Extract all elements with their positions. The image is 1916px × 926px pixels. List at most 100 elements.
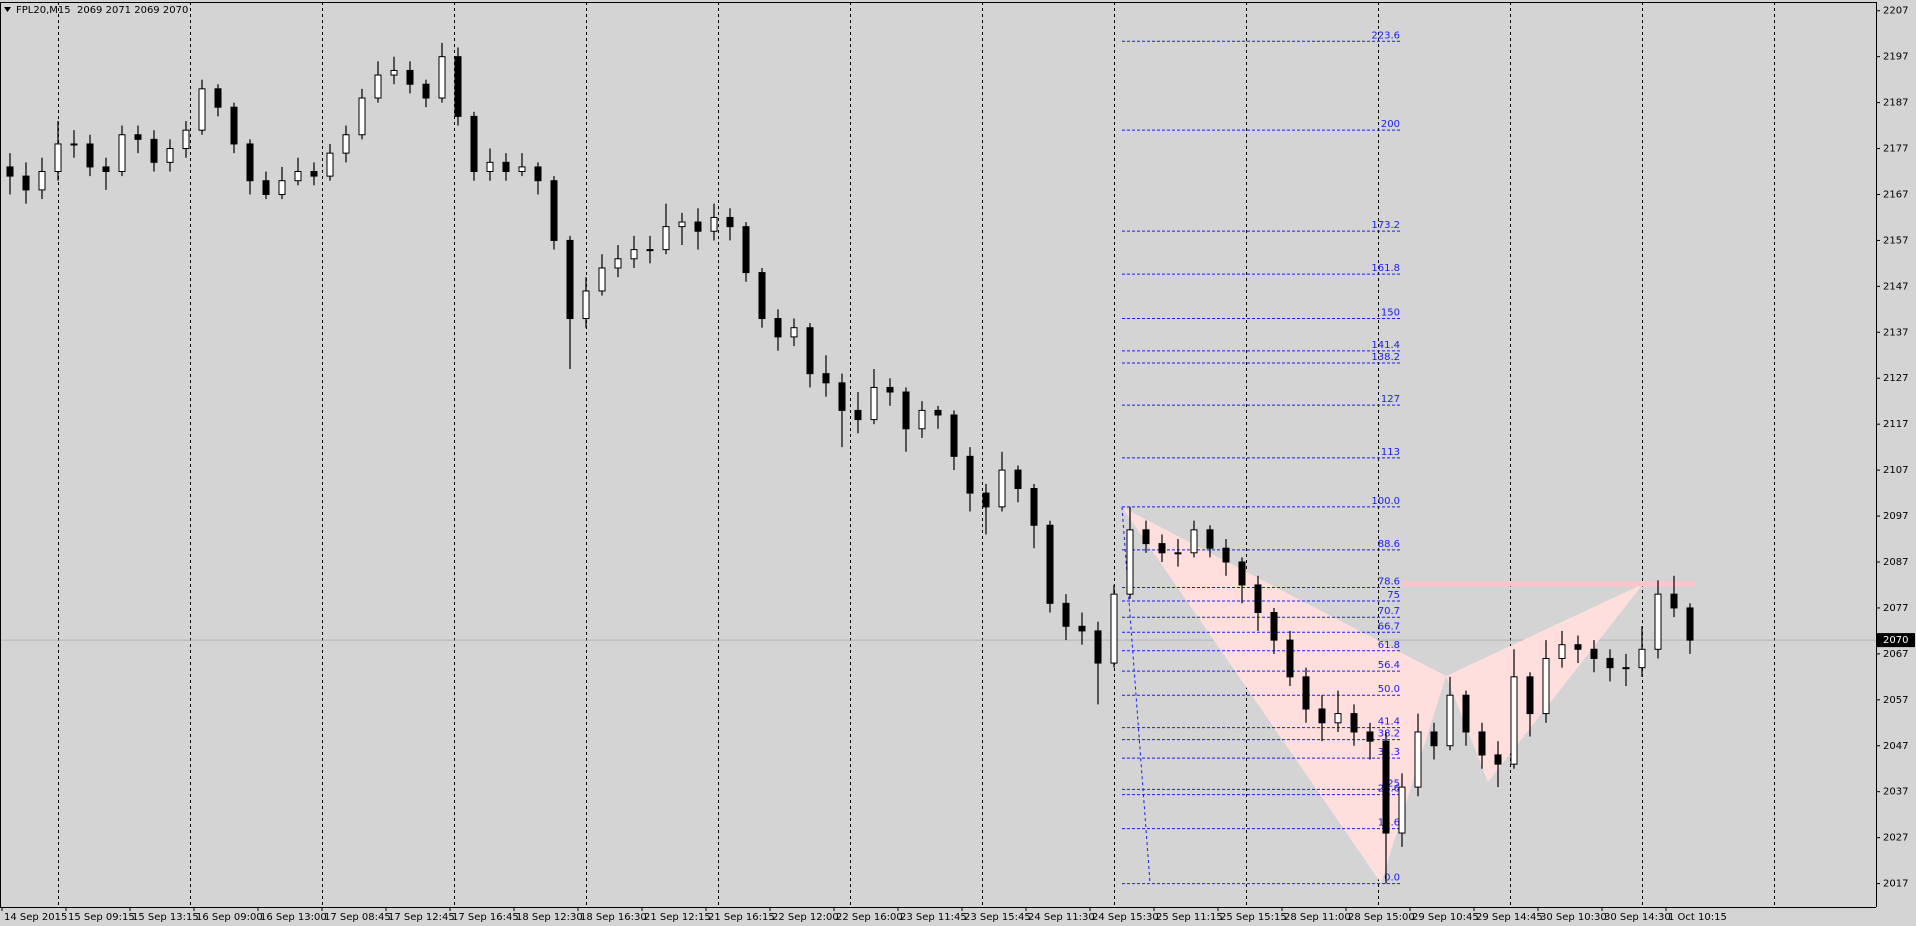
candle-body bbox=[1126, 529, 1134, 595]
candle-body bbox=[934, 409, 942, 416]
fib-level-label: 113 bbox=[1381, 447, 1400, 458]
candle-body bbox=[438, 56, 446, 99]
fib-level-label: 223.6 bbox=[1371, 30, 1400, 41]
candle-body bbox=[742, 226, 750, 274]
candle-body bbox=[1686, 607, 1694, 641]
y-tick-label: 2047 bbox=[1883, 741, 1908, 752]
candle-body bbox=[1190, 529, 1198, 554]
y-tick-label: 2037 bbox=[1883, 787, 1908, 798]
x-tick-label: 21 Sep 12:15 bbox=[644, 912, 711, 923]
candle-body bbox=[262, 180, 270, 195]
fib-level-label: 78.6 bbox=[1378, 576, 1400, 587]
x-tick-label: 25 Sep 11:15 bbox=[1156, 912, 1223, 923]
candle-body bbox=[582, 290, 590, 320]
candle-body bbox=[1222, 547, 1230, 563]
candle-body bbox=[502, 161, 510, 173]
x-tick-label: 30 Sep 14:30 bbox=[1604, 912, 1671, 923]
candle-body bbox=[166, 148, 174, 163]
candle-body bbox=[1350, 713, 1358, 733]
candle-body bbox=[902, 391, 910, 430]
candle-body bbox=[294, 171, 302, 182]
y-tick-label: 2077 bbox=[1883, 603, 1908, 614]
candle-body bbox=[1446, 694, 1454, 747]
x-tick-label: 17 Sep 08:45 bbox=[324, 912, 391, 923]
x-tick-label: 24 Sep 11:30 bbox=[1028, 912, 1095, 923]
candles bbox=[6, 42, 1694, 884]
candle-body bbox=[790, 327, 798, 338]
candle-body bbox=[518, 166, 526, 173]
candle-body bbox=[614, 258, 622, 269]
candle-body bbox=[694, 221, 702, 232]
candle-body bbox=[70, 143, 78, 146]
candle-body bbox=[1590, 648, 1598, 659]
candle-body bbox=[774, 318, 782, 338]
candle-body bbox=[38, 171, 46, 191]
y-tick-label: 2147 bbox=[1883, 281, 1908, 292]
candle-body bbox=[54, 143, 62, 173]
y-tick-label: 2017 bbox=[1883, 879, 1908, 890]
candle-body bbox=[1078, 625, 1086, 632]
candle-body bbox=[1558, 644, 1566, 659]
candle-body bbox=[118, 134, 126, 173]
y-tick-label: 2177 bbox=[1883, 144, 1908, 155]
candle-body bbox=[134, 134, 142, 140]
candle-body bbox=[710, 216, 718, 232]
candle-body bbox=[1494, 754, 1502, 765]
current-price-box bbox=[1877, 633, 1915, 648]
x-tick-label: 17 Sep 12:45 bbox=[388, 912, 455, 923]
y-tick-label: 2117 bbox=[1883, 419, 1908, 430]
candle-body bbox=[1638, 648, 1646, 669]
fib-level-label: 61.8 bbox=[1378, 640, 1400, 651]
candle-body bbox=[886, 386, 894, 393]
x-tick-label: 21 Sep 16:15 bbox=[708, 912, 775, 923]
candle-body bbox=[326, 152, 334, 177]
candle-body bbox=[486, 161, 494, 173]
candle-body bbox=[806, 327, 814, 375]
candle-body bbox=[1062, 602, 1070, 627]
candle-body bbox=[1014, 469, 1022, 489]
candle-body bbox=[1510, 676, 1518, 765]
candle-body bbox=[1606, 657, 1614, 669]
candle-body bbox=[998, 469, 1006, 508]
candle-body bbox=[1270, 612, 1278, 641]
x-tick-label: 15 Sep 09:15 bbox=[68, 912, 135, 923]
candle-body bbox=[1158, 543, 1166, 554]
y-tick-label: 2057 bbox=[1883, 695, 1908, 706]
fib-level-label: 141.4 bbox=[1371, 340, 1400, 351]
candle-body bbox=[86, 143, 94, 168]
candle-body bbox=[662, 226, 670, 251]
y-tick-label: 2027 bbox=[1883, 833, 1908, 844]
candle-body bbox=[278, 180, 286, 195]
candle-body bbox=[838, 382, 846, 411]
fib-level-label: 56.4 bbox=[1378, 660, 1400, 671]
menu-triangle[interactable] bbox=[4, 7, 11, 12]
candle-body bbox=[1526, 676, 1534, 715]
candle-body bbox=[1238, 561, 1246, 586]
candle-body bbox=[214, 88, 222, 108]
candle-body bbox=[1542, 657, 1550, 715]
candle-body bbox=[966, 455, 974, 494]
x-tick-label: 22 Sep 16:00 bbox=[836, 912, 903, 923]
x-tick-label: 1 Oct 10:15 bbox=[1668, 912, 1727, 923]
x-tick-label: 30 Sep 10:30 bbox=[1540, 912, 1607, 923]
y-tick-label: 2157 bbox=[1883, 235, 1908, 246]
candle-body bbox=[1206, 529, 1214, 549]
candle-body bbox=[182, 129, 190, 150]
candle-body bbox=[1046, 524, 1054, 604]
x-tick-label: 18 Sep 12:30 bbox=[516, 912, 583, 923]
fib-level-label: 173.2 bbox=[1371, 220, 1400, 231]
y-tick-label: 2107 bbox=[1883, 465, 1908, 476]
candle-body bbox=[102, 166, 110, 173]
candle-body bbox=[1574, 644, 1582, 650]
candle-body bbox=[1142, 529, 1150, 545]
candle-body bbox=[1382, 740, 1390, 834]
x-tick-label: 29 Sep 10:45 bbox=[1412, 912, 1479, 923]
candle-body bbox=[1478, 731, 1486, 756]
fib-level-label: 38.2 bbox=[1378, 729, 1400, 740]
fib-level-label: 161.8 bbox=[1371, 263, 1400, 274]
y-tick-label: 2067 bbox=[1883, 649, 1908, 660]
